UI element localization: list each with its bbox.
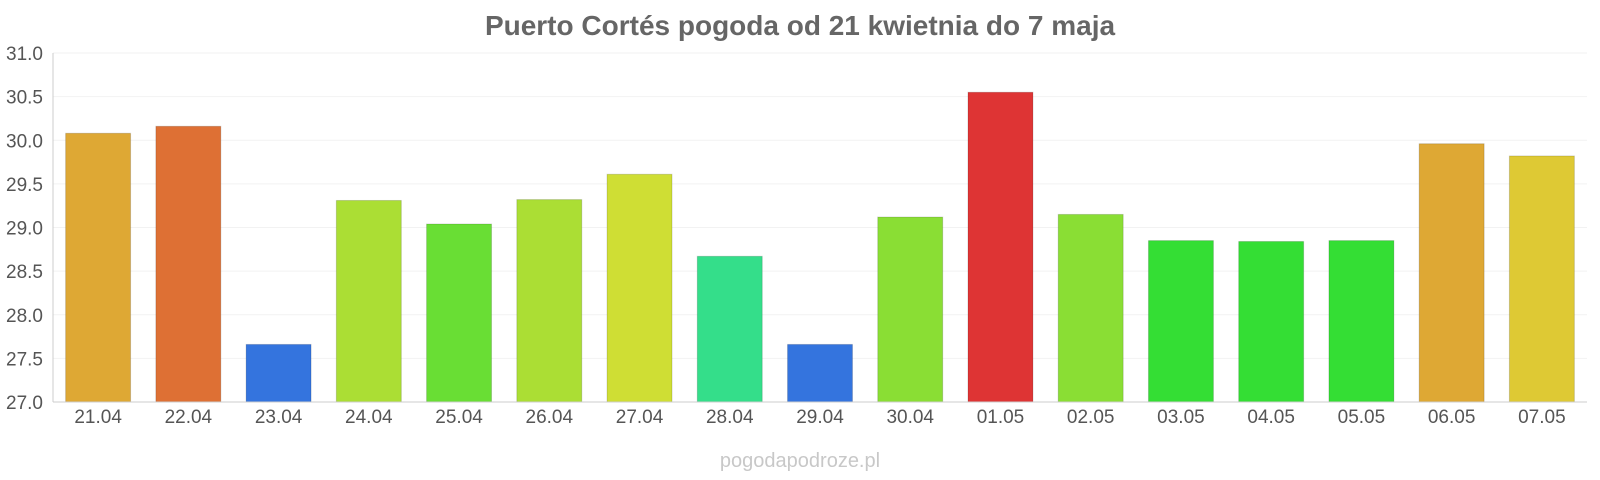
x-tick-label: 23.04 — [255, 407, 303, 428]
y-tick-label: 30.5 — [6, 88, 43, 109]
x-tick-label: 30.04 — [886, 407, 934, 428]
bar-07.05 — [1508, 155, 1575, 403]
bar-05.05 — [1328, 240, 1395, 403]
bar-06.05 — [1418, 143, 1485, 403]
bar-28.04 — [696, 255, 763, 403]
y-tick-label: 31.0 — [6, 44, 43, 65]
x-tick-label: 07.05 — [1518, 407, 1566, 428]
bar-23.04 — [245, 343, 312, 403]
x-tick-label: 27.04 — [616, 407, 664, 428]
bar-01.05 — [967, 91, 1034, 403]
x-tick-label: 26.04 — [526, 407, 574, 428]
x-tick-label: 22.04 — [165, 407, 213, 428]
y-tick-label: 29.0 — [6, 219, 43, 240]
x-tick-label: 03.05 — [1157, 407, 1205, 428]
bar-30.04 — [877, 216, 944, 403]
bar-04.05 — [1238, 240, 1305, 403]
bar-29.04 — [787, 343, 853, 403]
x-tick-label: 21.04 — [74, 407, 122, 428]
bar-02.05 — [1057, 213, 1124, 403]
bar-21.04 — [65, 132, 132, 403]
y-tick-label: 30.0 — [6, 131, 43, 152]
y-tick-label: 28.5 — [6, 262, 43, 283]
y-tick-labels: 27.0 27.5 28.0 28.5 29.0 29.5 30.0 30.5 31.0 — [6, 44, 43, 414]
x-tick-label: 28.04 — [706, 407, 754, 428]
x-tick-label: 29.04 — [796, 407, 844, 428]
x-tick-label: 06.05 — [1428, 407, 1476, 428]
x-tick-label: 24.04 — [345, 407, 393, 428]
bar-26.04 — [516, 199, 583, 403]
bars — [65, 91, 1575, 403]
watermark: pogodapodroze.pl — [719, 450, 881, 472]
x-tick-labels: 21.04 22.04 23.04 24.04 25.04 26.04 27.04 28.04… — [74, 407, 1565, 428]
y-tick-label: 28.0 — [6, 306, 43, 327]
x-tick-label: 04.05 — [1247, 407, 1295, 428]
y-tick-label: 27.0 — [6, 393, 43, 414]
chart-title: Puerto Cortés pogoda od 21 kwietnia do 7… — [484, 10, 1116, 41]
bar-03.05 — [1147, 240, 1214, 403]
y-tick-label: 29.5 — [6, 175, 43, 196]
bar-25.04 — [426, 223, 493, 403]
bar-22.04 — [155, 125, 222, 403]
bar-27.04 — [606, 173, 673, 403]
axes — [52, 53, 1587, 403]
x-tick-label: 02.05 — [1067, 407, 1115, 428]
x-tick-label: 25.04 — [435, 407, 483, 428]
y-tick-label: 27.5 — [6, 349, 43, 370]
x-tick-label: 01.05 — [977, 407, 1025, 428]
bar-24.04 — [335, 199, 402, 403]
x-tick-label: 05.05 — [1338, 407, 1386, 428]
